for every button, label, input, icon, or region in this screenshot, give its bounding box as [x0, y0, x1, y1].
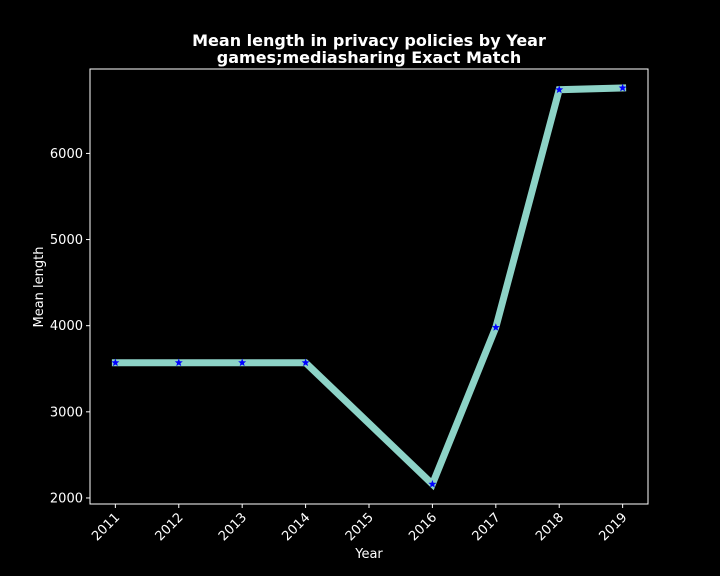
series-line [111, 84, 627, 491]
series-mean-length [111, 84, 627, 491]
data-point-marker [174, 358, 183, 367]
y-tick-label: 5000 [50, 233, 83, 248]
y-tick-label: 3000 [50, 405, 83, 420]
data-point-marker [491, 323, 500, 331]
data-markers [111, 83, 627, 488]
data-point-marker [238, 358, 247, 367]
data-point-marker [555, 85, 564, 94]
y-tick-label: 6000 [50, 147, 83, 162]
chart-title-line-1: Mean length in privacy policies by Year [192, 31, 546, 50]
y-axis-label: Mean length [32, 247, 47, 328]
data-point-marker [618, 83, 627, 92]
x-axis-label: Year [354, 547, 383, 562]
data-point-marker [111, 358, 120, 367]
data-point-marker [428, 479, 437, 488]
chart-title-line-2: games;mediasharing Exact Match [217, 48, 521, 67]
data-point-marker [301, 358, 310, 367]
y-tick-label: 2000 [50, 491, 83, 506]
y-tick-label: 4000 [50, 319, 83, 334]
y-axis: 2000 3000 4000 5000 6000 [50, 147, 90, 506]
